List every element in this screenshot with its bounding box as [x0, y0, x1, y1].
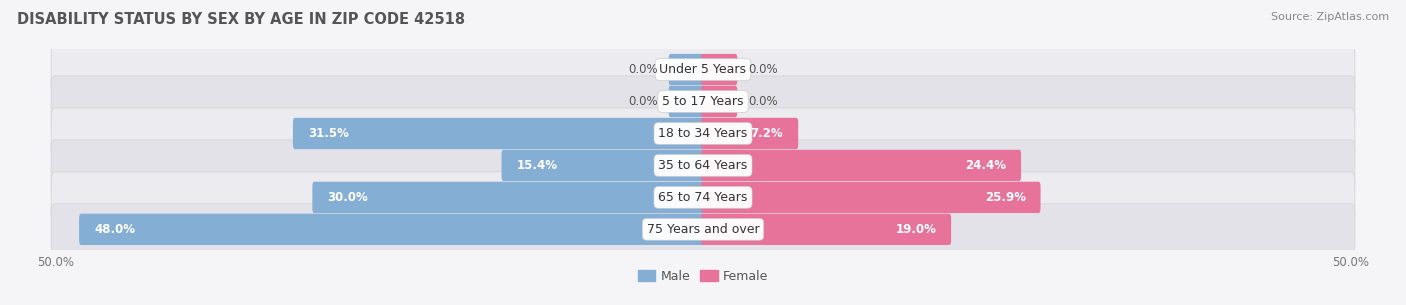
Text: 7.2%: 7.2%: [751, 127, 783, 140]
FancyBboxPatch shape: [702, 214, 950, 245]
FancyBboxPatch shape: [292, 118, 704, 149]
Text: 75 Years and over: 75 Years and over: [647, 223, 759, 236]
Text: DISABILITY STATUS BY SEX BY AGE IN ZIP CODE 42518: DISABILITY STATUS BY SEX BY AGE IN ZIP C…: [17, 12, 465, 27]
Legend: Male, Female: Male, Female: [633, 265, 773, 288]
FancyBboxPatch shape: [702, 150, 1021, 181]
FancyBboxPatch shape: [669, 86, 704, 117]
FancyBboxPatch shape: [669, 54, 704, 85]
FancyBboxPatch shape: [702, 182, 1040, 213]
FancyBboxPatch shape: [79, 214, 704, 245]
Text: 5 to 17 Years: 5 to 17 Years: [662, 95, 744, 108]
Text: Under 5 Years: Under 5 Years: [659, 63, 747, 76]
Text: 25.9%: 25.9%: [984, 191, 1025, 204]
Text: 0.0%: 0.0%: [748, 63, 778, 76]
FancyBboxPatch shape: [51, 76, 1355, 127]
Text: 0.0%: 0.0%: [628, 63, 658, 76]
FancyBboxPatch shape: [51, 140, 1355, 191]
FancyBboxPatch shape: [502, 150, 704, 181]
Text: 18 to 34 Years: 18 to 34 Years: [658, 127, 748, 140]
Text: Source: ZipAtlas.com: Source: ZipAtlas.com: [1271, 12, 1389, 22]
Text: 19.0%: 19.0%: [896, 223, 936, 236]
FancyBboxPatch shape: [51, 108, 1355, 159]
Text: 0.0%: 0.0%: [628, 95, 658, 108]
FancyBboxPatch shape: [312, 182, 704, 213]
Text: 35 to 64 Years: 35 to 64 Years: [658, 159, 748, 172]
FancyBboxPatch shape: [702, 54, 737, 85]
FancyBboxPatch shape: [702, 118, 799, 149]
Text: 48.0%: 48.0%: [94, 223, 135, 236]
Text: 15.4%: 15.4%: [516, 159, 557, 172]
FancyBboxPatch shape: [51, 44, 1355, 95]
Text: 24.4%: 24.4%: [965, 159, 1007, 172]
Text: 65 to 74 Years: 65 to 74 Years: [658, 191, 748, 204]
FancyBboxPatch shape: [51, 204, 1355, 255]
FancyBboxPatch shape: [702, 86, 737, 117]
Text: 31.5%: 31.5%: [308, 127, 349, 140]
FancyBboxPatch shape: [51, 172, 1355, 223]
Text: 30.0%: 30.0%: [328, 191, 368, 204]
Text: 0.0%: 0.0%: [748, 95, 778, 108]
